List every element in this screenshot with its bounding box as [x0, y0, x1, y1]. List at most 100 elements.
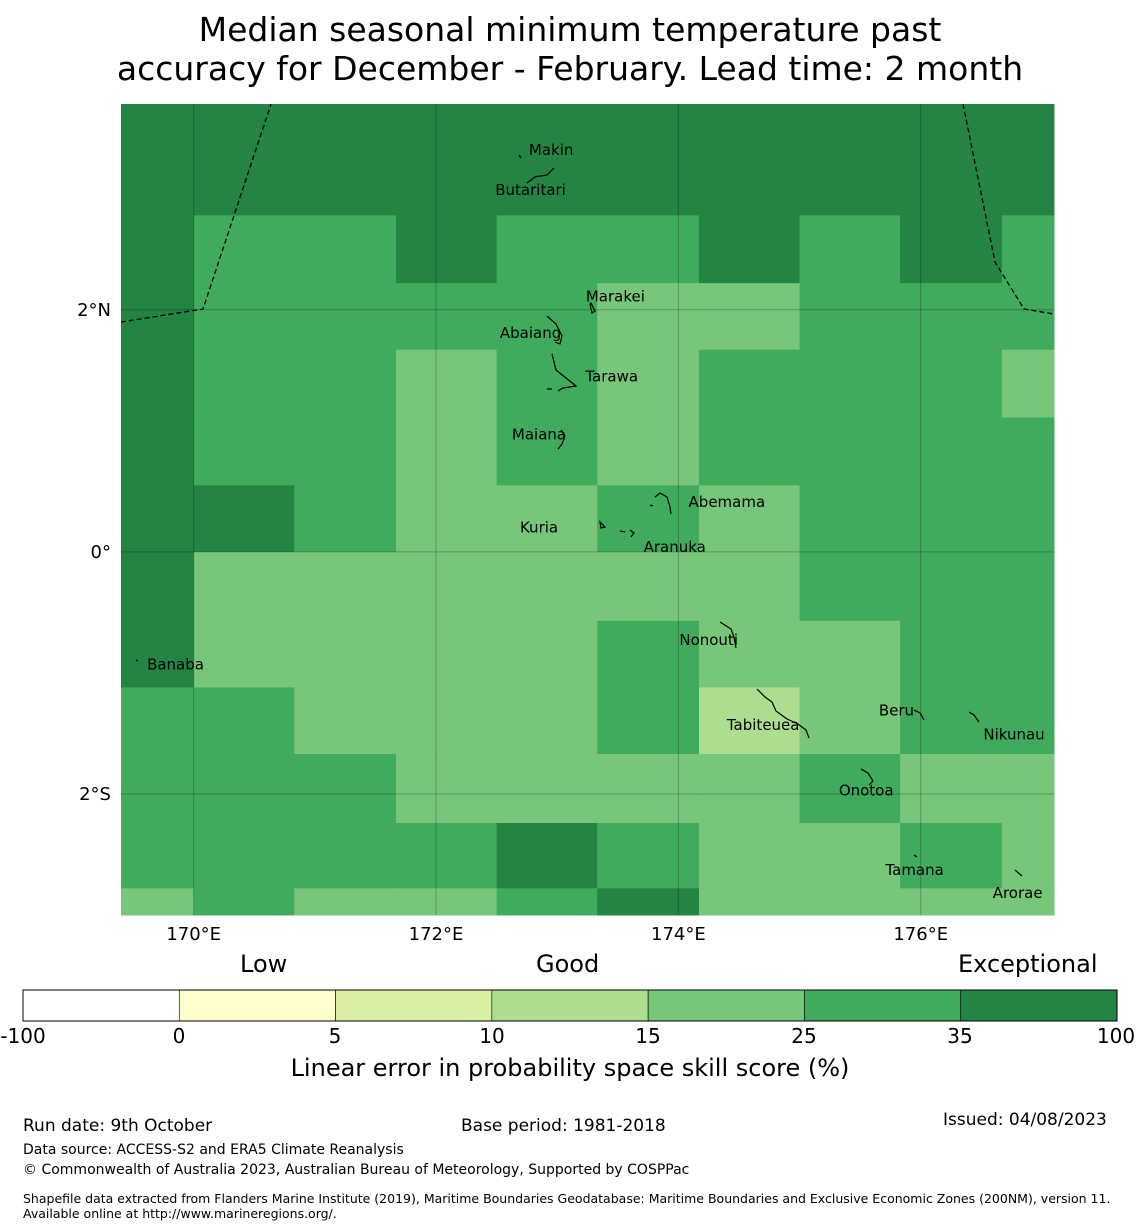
grid-cell: [193, 104, 295, 216]
grid-cell: [193, 551, 295, 622]
grid-cell: [799, 485, 901, 553]
island-tamana-outline: [913, 854, 918, 858]
grid-cell: [597, 104, 700, 216]
issued-date: Issued: 04/08/2023: [943, 1110, 1107, 1130]
grid-cell: [597, 485, 700, 553]
grid-cell: [496, 754, 598, 824]
grid-cell: [496, 485, 598, 553]
grid-cell: [294, 485, 397, 553]
place-label: Nikunau: [983, 726, 1044, 744]
grid-cell: [294, 551, 397, 622]
island-aranuka-outline: [619, 529, 635, 538]
island-nonouti-outline: [719, 621, 737, 649]
grid-cell: [698, 215, 801, 284]
colorbar-bin: [491, 989, 649, 1022]
colorbar-bin: [178, 989, 336, 1022]
grid-cell: [900, 620, 1003, 688]
grid-cell: [496, 215, 598, 284]
grid-cell: [900, 104, 1003, 216]
colorbar-tick-label: 10: [479, 1024, 505, 1048]
lat-tick-label: 0°: [91, 542, 111, 563]
grid-cell: [121, 417, 195, 486]
grid-cell: [496, 823, 598, 889]
grid-cell: [597, 823, 700, 889]
grid-cell: [294, 283, 397, 351]
place-label: Tamana: [884, 861, 943, 879]
grid-cell: [900, 417, 1003, 486]
grid-cell: [193, 888, 295, 916]
grid-cell: [1001, 349, 1055, 419]
axis-tick-labels: 170°E 172°E 174°E 176°E 2°N 0° 2°S: [77, 300, 948, 945]
grid-cell: [597, 551, 700, 622]
place-label: Tabiteuea: [726, 716, 800, 734]
grid-cell: [799, 754, 901, 824]
grid-cell: [597, 754, 700, 824]
place-label: Marakei: [586, 287, 645, 305]
grid-cell: [698, 687, 801, 755]
grid-cell: [193, 215, 295, 284]
grid-cell: [396, 687, 498, 755]
grid-cell: [496, 349, 598, 419]
colorbar-tick-label: 25: [791, 1024, 817, 1048]
grid-cell: [121, 104, 195, 216]
grid-cell: [900, 349, 1003, 419]
lon-tick-label: 172°E: [409, 924, 464, 945]
grid-cell: [396, 620, 498, 688]
grid-cell: [121, 215, 195, 284]
grid-cell: [496, 551, 598, 622]
island-nikunau-outline: [968, 711, 980, 723]
place-label: Makin: [529, 141, 574, 159]
place-label: Kuria: [520, 519, 558, 537]
graticule: [121, 104, 1054, 915]
grid-cell: [597, 349, 700, 419]
grid-cell: [1001, 283, 1055, 351]
grid-cell: [900, 215, 1003, 284]
island-makin-outline: [518, 154, 522, 159]
grid-cell: [294, 888, 397, 916]
grid-cell: [799, 687, 901, 755]
place-label: Maiana: [512, 425, 566, 443]
grid-cell: [597, 687, 700, 755]
grid-cell: [496, 687, 598, 755]
colorbar-bin: [647, 989, 805, 1022]
colorbar-bin: [22, 989, 180, 1022]
grid-cell: [121, 485, 195, 553]
island-tarawa-outline: [547, 353, 578, 392]
place-label: Banaba: [147, 655, 204, 673]
grid-cell: [294, 620, 397, 688]
title-line-1: Median seasonal minimum temperature past: [198, 10, 942, 49]
lon-tick-label: 176°E: [893, 924, 948, 945]
grid-cell: [396, 754, 498, 824]
grid-cell: [597, 283, 700, 351]
legend-category-low: Low: [240, 950, 288, 978]
colorbar-label: Linear error in probability space skill …: [290, 1054, 850, 1082]
grid-cell: [496, 104, 598, 216]
grid-cell: [900, 754, 1003, 824]
grid-cell: [698, 283, 801, 351]
grid-cell: [1001, 104, 1055, 216]
grid-cell: [396, 215, 498, 284]
grid-cell: [294, 215, 397, 284]
run-date: Run date: 9th October: [23, 1116, 213, 1136]
grid-cell: [900, 283, 1003, 351]
grid-cell: [496, 888, 598, 916]
grid-cell: [799, 215, 901, 284]
grid-cell: [799, 823, 901, 889]
grid-cell: [193, 823, 295, 889]
grid-cell: [121, 754, 195, 824]
copyright: © Commonwealth of Australia 2023, Austra…: [23, 1162, 690, 1178]
grid-cell: [294, 823, 397, 889]
colorbar-frame: [22, 989, 1118, 1022]
lon-tick-label: 170°E: [166, 924, 221, 945]
grid-cell: [698, 485, 801, 553]
grid-cell: [396, 551, 498, 622]
legend-category-exceptional: Exceptional: [958, 950, 1098, 978]
grid-cell: [396, 485, 498, 553]
island-butaritari-outline: [526, 167, 555, 184]
colorbar-tick-label: -100: [0, 1024, 46, 1048]
grid-cell: [1001, 823, 1055, 889]
grid-cell: [396, 823, 498, 889]
grid-cell: [799, 417, 901, 486]
place-label: Onotoa: [839, 781, 894, 799]
island-maiana-outline: [557, 429, 566, 450]
